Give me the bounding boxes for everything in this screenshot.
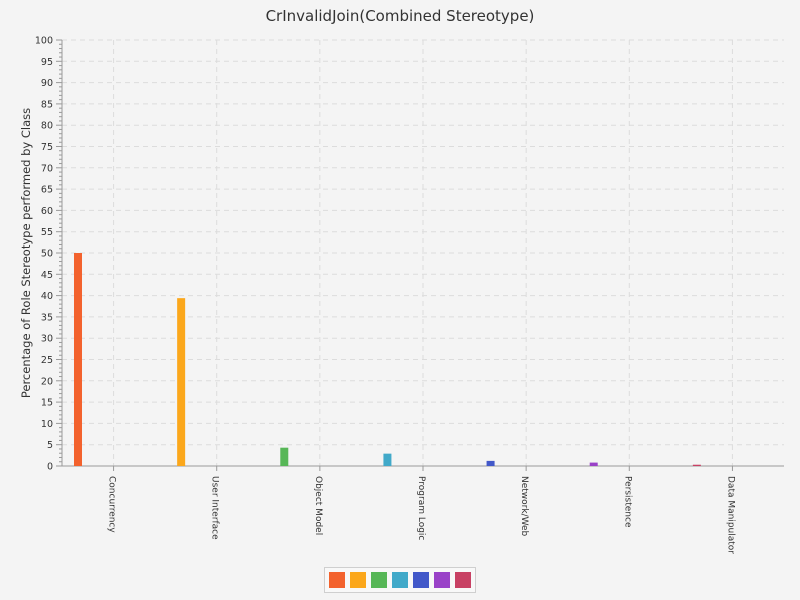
x-tick-label: User Interface <box>210 476 220 540</box>
x-tick-label: Program Logic <box>416 476 426 540</box>
legend-swatch <box>329 572 345 588</box>
legend-swatch <box>413 572 429 588</box>
y-tick-label: 70 <box>41 163 53 174</box>
bar-network-web <box>486 460 495 466</box>
x-tick-label: Data Manipulator <box>725 476 735 554</box>
legend <box>324 567 476 593</box>
x-tick-label: Network/Web <box>519 476 529 537</box>
legend-swatch <box>371 572 387 588</box>
y-tick-label: 5 <box>47 440 53 451</box>
bar-program-logic <box>383 453 392 466</box>
bar-data-manipulator <box>692 464 701 466</box>
bar-object-model <box>280 447 289 466</box>
y-tick-label: 0 <box>47 462 53 473</box>
y-tick-label: 55 <box>41 227 53 238</box>
legend-swatch <box>350 572 366 588</box>
y-tick-label: 100 <box>35 36 53 47</box>
legend-swatch <box>455 572 471 588</box>
y-tick-label: 30 <box>41 334 53 345</box>
x-tick-label: Persistence <box>622 476 632 528</box>
bar-concurrency <box>74 253 82 466</box>
y-tick-label: 45 <box>41 270 53 281</box>
bar-persistence <box>589 462 598 466</box>
y-tick-label: 85 <box>41 99 53 110</box>
x-tick-label: Object Model <box>313 476 323 535</box>
y-tick-label: 40 <box>41 291 53 302</box>
y-tick-label: 60 <box>41 206 53 217</box>
y-tick-label: 20 <box>41 376 53 387</box>
y-tick-label: 25 <box>41 355 53 366</box>
y-tick-label: 65 <box>41 185 53 196</box>
y-tick-label: 80 <box>41 121 53 132</box>
y-tick-label: 10 <box>41 419 53 430</box>
y-tick-label: 15 <box>41 398 53 409</box>
bar-user-interface <box>177 298 186 466</box>
x-tick-label: Concurrency <box>107 476 117 533</box>
y-tick-label: 50 <box>41 249 53 260</box>
plot-area: 0 5 10 15 20 25 30 35 40 45 50 55 60 65 70 75 80 85 90 95 10… <box>35 36 784 554</box>
y-tick-label: 95 <box>41 57 53 68</box>
y-tick-label: 35 <box>41 312 53 323</box>
legend-swatch <box>392 572 408 588</box>
chart-title: CrInvalidJoin(Combined Stereotype) <box>265 7 535 25</box>
legend-swatch <box>434 572 450 588</box>
y-tick-label: 90 <box>41 78 53 89</box>
y-tick-label: 75 <box>41 142 53 153</box>
